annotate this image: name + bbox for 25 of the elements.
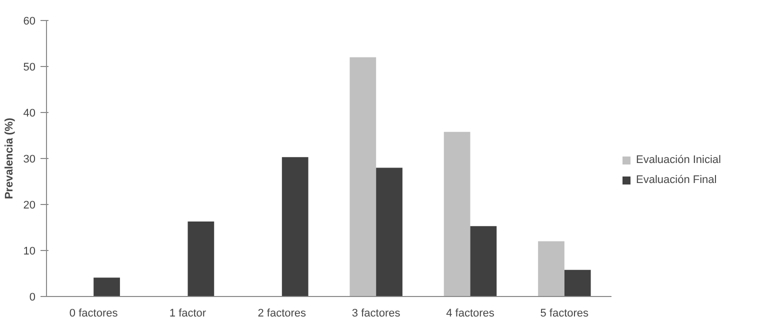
- legend-label: Evaluación Final: [636, 174, 717, 186]
- bar: [94, 278, 120, 296]
- y-tick-label: 30: [23, 154, 36, 166]
- x-tick-label: 0 factores: [69, 308, 118, 320]
- y-axis-title: Prevalencia (%): [3, 118, 16, 200]
- bar: [564, 270, 591, 296]
- legend-label: Evaluación Inicial: [636, 154, 721, 166]
- x-tick-label: 5 factores: [540, 308, 590, 320]
- bar: [282, 157, 308, 296]
- x-tick-label: 1 factor: [169, 308, 206, 320]
- y-tick-label: 20: [23, 200, 36, 212]
- bar: [188, 222, 214, 296]
- y-tick-label: 60: [23, 16, 36, 28]
- bar: [470, 226, 497, 296]
- bar: [538, 241, 564, 296]
- y-tick-label: 50: [23, 62, 36, 74]
- x-tick-label: 4 factores: [446, 308, 495, 320]
- x-tick-label: 3 factores: [352, 308, 401, 320]
- bar: [376, 168, 402, 296]
- y-tick-label: 40: [23, 108, 36, 120]
- bar: [444, 132, 470, 296]
- x-tick-label: 2 factores: [258, 308, 307, 320]
- y-tick-label: 0: [29, 292, 36, 304]
- y-tick-label: 10: [23, 246, 36, 258]
- bar: [350, 57, 376, 296]
